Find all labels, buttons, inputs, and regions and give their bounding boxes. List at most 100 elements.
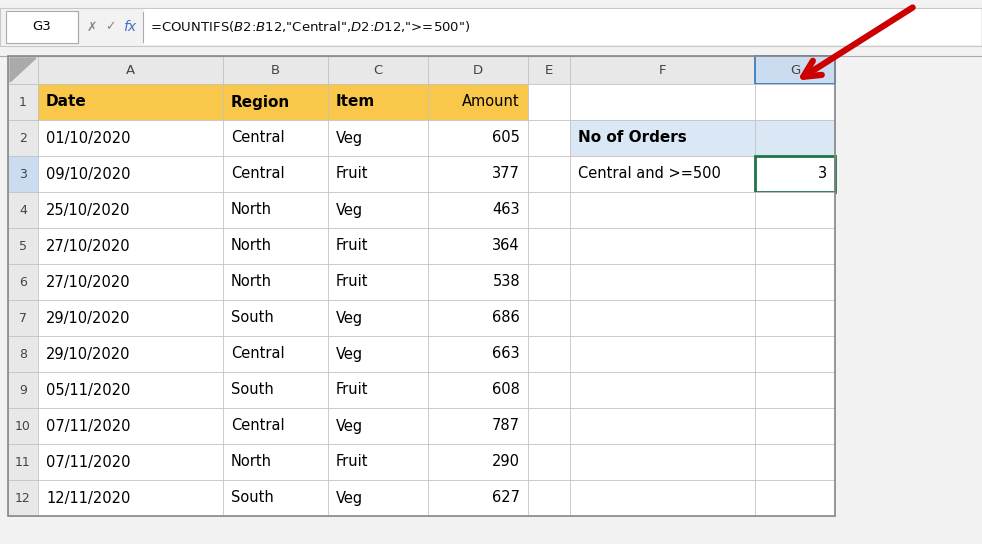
Text: ✓: ✓ bbox=[105, 21, 115, 34]
Text: 12: 12 bbox=[15, 491, 30, 504]
Bar bbox=[328, 408, 428, 444]
Bar bbox=[223, 56, 328, 84]
Text: Amount: Amount bbox=[463, 95, 520, 109]
Bar bbox=[223, 480, 328, 516]
Bar bbox=[38, 156, 223, 192]
Bar bbox=[223, 264, 328, 300]
Bar bbox=[755, 372, 835, 408]
Bar bbox=[528, 228, 570, 264]
Bar bbox=[8, 480, 38, 516]
Text: 29/10/2020: 29/10/2020 bbox=[46, 311, 131, 325]
Bar bbox=[38, 372, 223, 408]
Bar bbox=[328, 56, 428, 84]
Text: G3: G3 bbox=[32, 21, 51, 34]
Text: 2: 2 bbox=[19, 132, 27, 145]
Bar bbox=[755, 264, 835, 300]
Text: 8: 8 bbox=[19, 348, 27, 361]
Text: Veg: Veg bbox=[336, 491, 363, 505]
Bar bbox=[570, 156, 755, 192]
Bar bbox=[38, 228, 223, 264]
Bar bbox=[223, 84, 328, 120]
Text: 6: 6 bbox=[19, 275, 27, 288]
Bar bbox=[38, 84, 223, 120]
Bar bbox=[428, 56, 528, 84]
Bar bbox=[528, 84, 570, 120]
Text: 09/10/2020: 09/10/2020 bbox=[46, 166, 131, 182]
Bar bbox=[8, 156, 38, 192]
Text: 364: 364 bbox=[492, 238, 520, 254]
Text: 686: 686 bbox=[492, 311, 520, 325]
Bar bbox=[428, 336, 528, 372]
Bar bbox=[570, 56, 755, 84]
Bar bbox=[570, 300, 755, 336]
Text: =COUNTIFS($B$2:$B$12,"Central",$D$2:$D$12,">=500"): =COUNTIFS($B$2:$B$12,"Central",$D$2:$D$1… bbox=[150, 20, 470, 34]
Bar bbox=[528, 444, 570, 480]
Text: 1: 1 bbox=[19, 96, 27, 108]
Bar bbox=[528, 192, 570, 228]
Bar bbox=[755, 480, 835, 516]
Bar bbox=[755, 156, 835, 192]
Bar bbox=[528, 480, 570, 516]
Bar bbox=[755, 408, 835, 444]
Bar bbox=[328, 228, 428, 264]
Bar bbox=[223, 120, 328, 156]
Bar bbox=[223, 336, 328, 372]
Bar bbox=[0, 8, 982, 46]
Bar bbox=[8, 336, 38, 372]
Bar bbox=[428, 156, 528, 192]
Text: 10: 10 bbox=[15, 419, 31, 432]
Bar bbox=[428, 480, 528, 516]
Text: 25/10/2020: 25/10/2020 bbox=[46, 202, 131, 218]
Text: Central: Central bbox=[231, 418, 285, 434]
Text: G: G bbox=[790, 64, 800, 77]
Text: 627: 627 bbox=[492, 491, 520, 505]
Bar bbox=[755, 300, 835, 336]
Bar bbox=[755, 228, 835, 264]
Bar bbox=[428, 372, 528, 408]
Bar bbox=[528, 56, 570, 84]
Text: 663: 663 bbox=[492, 347, 520, 362]
Text: 605: 605 bbox=[492, 131, 520, 145]
Bar bbox=[755, 120, 835, 156]
Bar bbox=[428, 228, 528, 264]
Text: 290: 290 bbox=[492, 454, 520, 469]
Bar bbox=[328, 480, 428, 516]
Bar bbox=[570, 120, 755, 156]
Text: North: North bbox=[231, 454, 272, 469]
Text: 538: 538 bbox=[492, 275, 520, 289]
Bar bbox=[38, 120, 223, 156]
Bar bbox=[223, 228, 328, 264]
Bar bbox=[528, 156, 570, 192]
Text: Date: Date bbox=[46, 95, 86, 109]
Text: Veg: Veg bbox=[336, 347, 363, 362]
Text: E: E bbox=[545, 64, 553, 77]
Bar bbox=[428, 264, 528, 300]
Text: North: North bbox=[231, 202, 272, 218]
Text: Veg: Veg bbox=[336, 131, 363, 145]
Bar bbox=[755, 336, 835, 372]
Bar bbox=[570, 336, 755, 372]
Bar bbox=[428, 300, 528, 336]
Bar bbox=[755, 192, 835, 228]
Bar bbox=[8, 56, 38, 84]
Text: South: South bbox=[231, 311, 274, 325]
Bar bbox=[328, 192, 428, 228]
Text: 9: 9 bbox=[19, 384, 27, 397]
Bar bbox=[223, 300, 328, 336]
Bar bbox=[38, 300, 223, 336]
Bar bbox=[528, 300, 570, 336]
Text: North: North bbox=[231, 238, 272, 254]
Text: Central: Central bbox=[231, 347, 285, 362]
Bar bbox=[328, 372, 428, 408]
Text: No of Orders: No of Orders bbox=[578, 131, 686, 145]
Text: 5: 5 bbox=[19, 239, 27, 252]
Text: 377: 377 bbox=[492, 166, 520, 182]
Bar bbox=[8, 192, 38, 228]
Text: Veg: Veg bbox=[336, 311, 363, 325]
Bar bbox=[570, 192, 755, 228]
Text: 12/11/2020: 12/11/2020 bbox=[46, 491, 131, 505]
Bar bbox=[328, 336, 428, 372]
Text: 27/10/2020: 27/10/2020 bbox=[46, 275, 131, 289]
Bar bbox=[38, 264, 223, 300]
Polygon shape bbox=[10, 58, 36, 82]
